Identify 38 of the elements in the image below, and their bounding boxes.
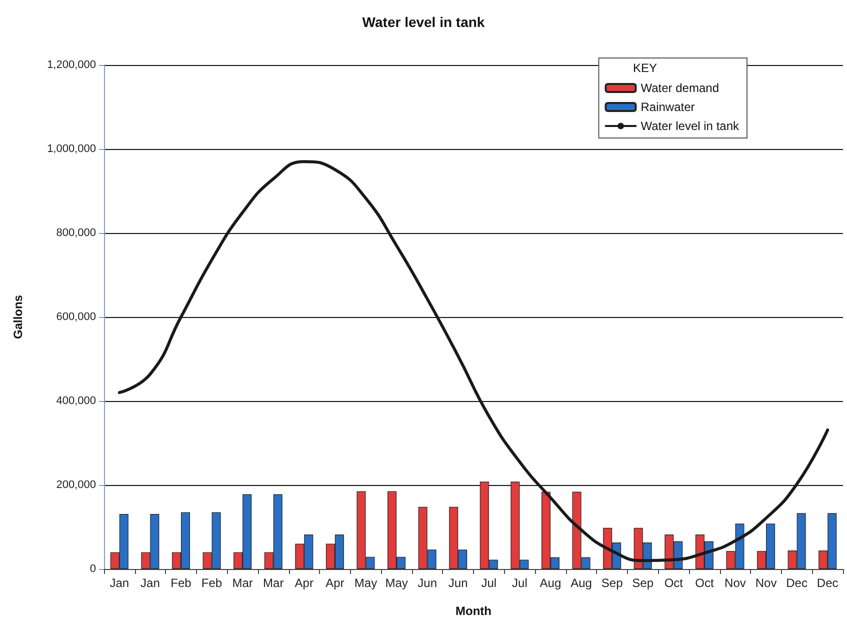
x-tick-label: Aug [540, 576, 562, 590]
x-tick-label: Jan [110, 576, 130, 590]
y-tick-label: 800,000 [56, 227, 96, 239]
x-tick-label: Jan [140, 576, 160, 590]
y-tick-label: 1,000,000 [47, 143, 96, 155]
x-tick-label: Oct [664, 576, 684, 590]
x-tick-label: Dec [816, 576, 838, 590]
y-axis-title: Gallons [11, 294, 25, 340]
x-tick-label: May [385, 576, 408, 590]
x-tick-label: Sep [601, 576, 624, 590]
x-tick-label: Jun [448, 576, 468, 590]
x-tick-label: Oct [695, 576, 714, 590]
y-tick-label: 400,000 [56, 395, 96, 407]
x-tick-label: Jun [418, 576, 437, 590]
x-tick-label: Apr [326, 576, 344, 590]
legend-label: Water level in tank [640, 119, 740, 133]
x-tick-label: Nov [755, 576, 777, 590]
x-tick-label: Feb [201, 576, 222, 590]
x-tick-label: Feb [170, 576, 192, 590]
x-tick-label: Sep [632, 576, 654, 590]
x-tick-label: Apr [294, 576, 314, 590]
legend-title: KEY [632, 61, 658, 75]
x-tick-label: Mar [232, 576, 253, 590]
x-tick-label: Mar [263, 576, 284, 590]
x-tick-label: May [354, 576, 378, 590]
y-tick-label: 200,000 [56, 479, 96, 491]
x-tick-label: Jul [512, 576, 528, 590]
x-tick-label: Dec [786, 576, 808, 590]
y-tick-label: 1,200,000 [47, 59, 96, 71]
x-tick-label: Nov [724, 576, 746, 590]
x-axis-title: Month [456, 604, 492, 618]
legend-label: Water demand [640, 81, 720, 95]
chart-title: Water level in tank [362, 14, 485, 30]
legend-label: Rainwater [640, 100, 695, 114]
x-tick-label: Aug [570, 576, 592, 590]
x-tick-label: Jul [481, 576, 497, 590]
y-tick-label: 0 [90, 563, 96, 575]
y-tick-label: 600,000 [56, 311, 96, 323]
